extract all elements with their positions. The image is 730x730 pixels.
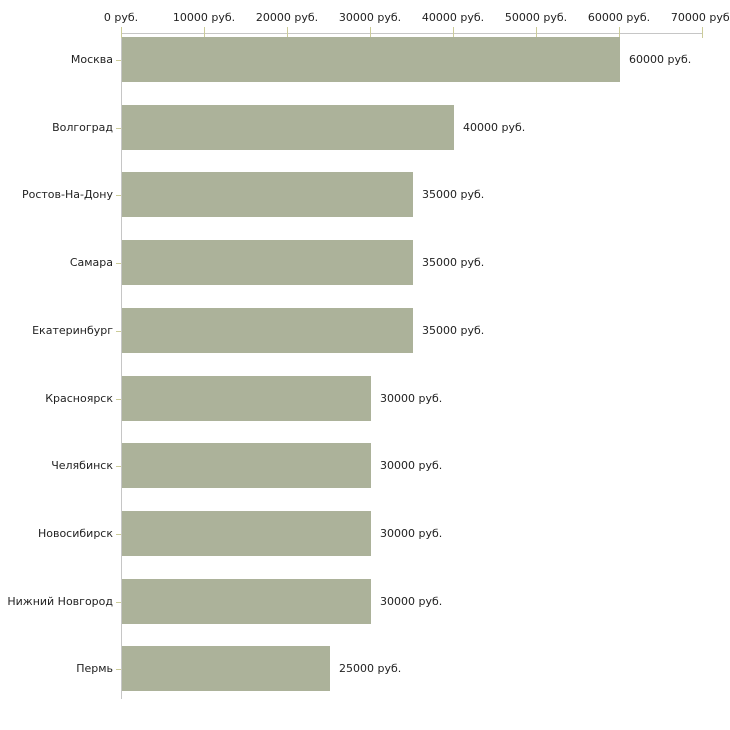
bar-4 xyxy=(122,240,413,285)
x-axis-tick-label: 60000 руб. xyxy=(587,11,651,24)
x-axis-line xyxy=(121,33,703,34)
category-label: Волгоград xyxy=(52,121,113,134)
x-axis-tick-label: 50000 руб. xyxy=(504,11,568,24)
category-label: Самара xyxy=(69,256,113,269)
bar-6 xyxy=(122,376,371,421)
x-axis-tick-mark xyxy=(121,27,122,38)
y-axis-line xyxy=(121,33,122,699)
value-label: 30000 руб. xyxy=(380,392,443,405)
bar-7 xyxy=(122,443,371,488)
value-label: 25000 руб. xyxy=(339,662,402,675)
x-axis-tick-label: 30000 руб. xyxy=(338,11,402,24)
x-axis-tick-label: 0 руб. xyxy=(103,11,139,24)
y-axis-tick-mark xyxy=(116,602,121,603)
bar-2 xyxy=(122,105,454,150)
value-label: 40000 руб. xyxy=(463,121,526,134)
x-axis-tick-mark xyxy=(204,27,205,38)
category-label: Ростов-На-Дону xyxy=(21,188,113,201)
y-axis-tick-mark xyxy=(116,60,121,61)
y-axis-tick-mark xyxy=(116,195,121,196)
value-label: 30000 руб. xyxy=(380,459,443,472)
bar-8 xyxy=(122,511,371,556)
y-axis-tick-mark xyxy=(116,466,121,467)
bar-3 xyxy=(122,172,413,217)
x-axis-tick-label: 40000 руб. xyxy=(421,11,485,24)
x-axis-tick-label: 20000 руб. xyxy=(255,11,319,24)
x-axis-tick-mark xyxy=(453,27,454,38)
y-axis-tick-mark xyxy=(116,534,121,535)
x-axis-tick-label: 10000 руб. xyxy=(172,11,236,24)
category-label: Пермь xyxy=(76,662,113,675)
y-axis-tick-mark xyxy=(116,263,121,264)
x-axis-tick-mark xyxy=(370,27,371,38)
x-axis-tick-mark xyxy=(619,27,620,38)
category-label: Новосибирск xyxy=(37,527,113,540)
bar-10 xyxy=(122,646,330,691)
x-axis-tick-mark xyxy=(287,27,288,38)
value-label: 60000 руб. xyxy=(629,53,692,66)
value-label: 35000 руб. xyxy=(422,256,485,269)
x-axis-tick-label: 70000 руб. xyxy=(670,11,730,24)
category-label: Екатеринбург xyxy=(32,324,113,337)
x-axis-tick-mark xyxy=(702,27,703,38)
category-label: Красноярск xyxy=(45,392,113,405)
category-label: Нижний Новгород xyxy=(7,595,113,608)
value-label: 35000 руб. xyxy=(422,324,485,337)
bar-9 xyxy=(122,579,371,624)
y-axis-tick-mark xyxy=(116,669,121,670)
y-axis-tick-mark xyxy=(116,399,121,400)
bar-1 xyxy=(122,37,620,82)
bar-5 xyxy=(122,308,413,353)
category-label: Челябинск xyxy=(51,459,113,472)
y-axis-tick-mark xyxy=(116,128,121,129)
x-axis-tick-mark xyxy=(536,27,537,38)
value-label: 35000 руб. xyxy=(422,188,485,201)
value-label: 30000 руб. xyxy=(380,527,443,540)
y-axis-tick-mark xyxy=(116,331,121,332)
category-label: Москва xyxy=(70,53,113,66)
value-label: 30000 руб. xyxy=(380,595,443,608)
